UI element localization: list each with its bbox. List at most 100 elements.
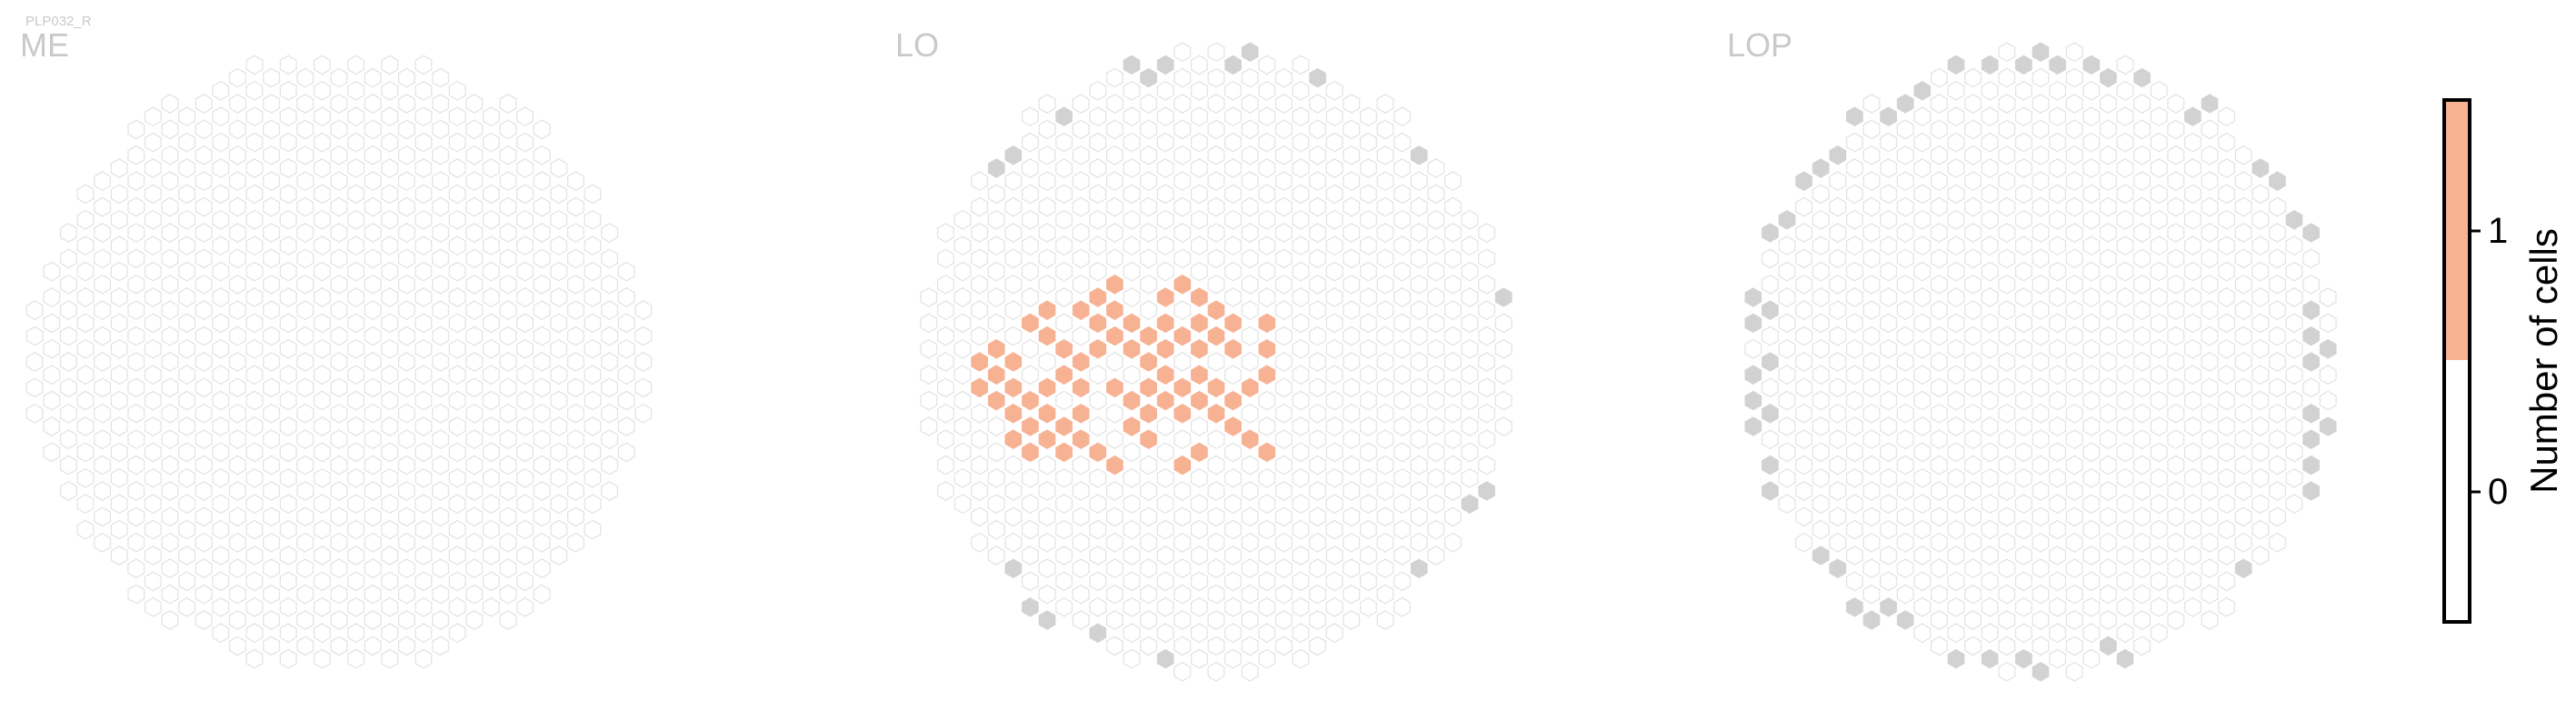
panel-me-hex-cell xyxy=(178,158,196,178)
panel-lop-hex-cell xyxy=(2150,235,2168,256)
panel-lo-hex-cell xyxy=(1427,546,1445,566)
panel-lo-value-1-cell xyxy=(1241,377,1259,398)
panel-lop-hex-cell xyxy=(1845,209,1863,230)
panel-me-hex-cell xyxy=(448,158,466,178)
panel-lo-edge-cell xyxy=(1038,610,1056,630)
panel-me-hex-cell xyxy=(414,416,433,436)
panel-lop-hex-cell xyxy=(1778,365,1796,386)
panel-me-hex-cell xyxy=(414,571,433,592)
panel-lo-hex-cell xyxy=(1410,532,1428,553)
panel-lo-hex-cell xyxy=(1055,287,1073,307)
panel-lo-hex-cell xyxy=(1376,300,1394,321)
panel-me-hex-cell xyxy=(347,184,365,205)
panel-me-hex-cell xyxy=(566,274,584,295)
panel-me-hex-cell xyxy=(195,610,213,630)
panel-lop-hex-cell xyxy=(2234,274,2252,295)
panel-lop-hex-cell xyxy=(1795,403,1813,424)
panel-lop-hex-cell xyxy=(2014,546,2032,566)
panel-lo-hex-cell xyxy=(1461,261,1479,282)
panel-lo-hex-cell xyxy=(1343,325,1361,346)
panel-me-hex-cell xyxy=(482,390,500,411)
panel-lop-hex-cell xyxy=(2049,519,2067,540)
panel-me-hex-cell xyxy=(381,338,399,359)
panel-lo-hex-cell xyxy=(1224,519,1243,540)
panel-lop-hex-cell xyxy=(1880,467,1898,488)
panel-lop-hex-cell xyxy=(1998,636,2016,656)
panel-lo-value-1-cell xyxy=(1089,442,1107,463)
panel-me-hex-cell xyxy=(381,55,399,75)
panel-lo-hex-cell xyxy=(971,403,989,424)
panel-lop-hex-cell xyxy=(2183,390,2202,411)
panel-lo-value-1-cell xyxy=(1224,390,1242,411)
panel-me-hex-cell xyxy=(533,171,551,192)
panel-me-hex-cell xyxy=(364,352,382,372)
panel-lo-hex-cell xyxy=(987,184,1005,205)
panel-me-hex-cell xyxy=(364,506,382,527)
panel-lop-hex-cell xyxy=(1947,546,1965,566)
panel-lop-hex-cell xyxy=(2049,313,2067,334)
panel-me-hex-cell xyxy=(330,532,348,553)
panel-lop-hex-cell xyxy=(1964,300,1982,321)
panel-lop-edge-cell xyxy=(1812,158,1830,178)
panel-me-hex-cell xyxy=(364,67,382,88)
panel-lop-hex-cell xyxy=(2268,403,2286,424)
panel-lop-edge-cell xyxy=(2302,325,2320,346)
panel-lop-hex-cell xyxy=(2065,532,2083,553)
panel-me-hex-cell xyxy=(634,377,653,398)
panel-me-hex-cell xyxy=(263,196,281,217)
panel-lop-hex-cell xyxy=(2032,506,2050,527)
panel-me-hex-cell xyxy=(43,338,61,359)
panel-lo-value-1-cell xyxy=(1258,313,1276,334)
panel-lo-hex-cell xyxy=(1309,584,1327,605)
panel-lop-hex-cell xyxy=(2268,352,2286,372)
panel-lop-hex-cell xyxy=(2099,352,2117,372)
panel-lo-hex-cell xyxy=(936,429,954,450)
panel-lop-hex-cell xyxy=(1981,80,1999,101)
panel-me-hex-cell xyxy=(347,365,365,386)
panel-me-hex-cell xyxy=(601,377,619,398)
panel-lo-hex-cell xyxy=(1258,235,1276,256)
panel-lop-hex-cell xyxy=(2183,519,2202,540)
panel-lo-hex-cell xyxy=(1207,119,1225,140)
panel-lop-edge-cell xyxy=(1744,313,1762,334)
panel-me-hex-cell xyxy=(448,519,466,540)
panel-lop-hex-grid xyxy=(1744,42,2337,682)
panel-lo-value-1-cell xyxy=(1004,429,1023,449)
panel-lop-hex-cell xyxy=(1964,119,1982,140)
panel-me-hex-cell xyxy=(263,455,281,476)
panel-lo-hex-cell xyxy=(1292,80,1310,101)
panel-lop-hex-cell xyxy=(1812,338,1830,359)
panel-me-hex-cell xyxy=(263,377,281,398)
panel-me-hex-cell xyxy=(279,546,297,566)
panel-me-hex-cell xyxy=(397,429,415,450)
panel-lo-hex-cell xyxy=(1190,648,1208,669)
panel-lo-hex-cell xyxy=(1309,145,1327,165)
panel-lo-hex-cell xyxy=(1021,494,1039,515)
panel-me-hex-cell xyxy=(161,352,179,372)
panel-lo-hex-cell xyxy=(1004,481,1023,501)
panel-lo-hex-cell xyxy=(1427,390,1445,411)
panel-me-hex-cell xyxy=(195,171,213,192)
panel-lop-hex-cell xyxy=(2065,661,2083,682)
panel-me-hex-cell xyxy=(465,377,484,398)
panel-me-hex-cell xyxy=(296,67,315,88)
panel-lo-hex-cell xyxy=(1004,196,1023,217)
panel-lop-hex-cell xyxy=(2014,158,2032,178)
panel-lo-edge-cell xyxy=(1224,55,1242,75)
panel-lo-hex-cell xyxy=(1325,390,1343,411)
panel-me-hex-cell xyxy=(228,558,246,579)
panel-me-hex-cell xyxy=(499,481,517,501)
panel-me-hex-cell xyxy=(584,235,602,256)
panel-lo-hex-cell xyxy=(1089,184,1107,205)
panel-lo-edge-cell xyxy=(1156,55,1174,75)
panel-me-hex-cell xyxy=(161,377,179,398)
panel-me-hex-cell xyxy=(161,119,179,140)
panel-me-hex-cell xyxy=(482,571,500,592)
panel-me-hex-cell xyxy=(228,325,246,346)
panel-lop-hex-cell xyxy=(1812,442,1830,463)
panel-lop-hex-cell xyxy=(1930,196,1948,217)
panel-lop-hex-cell xyxy=(1930,325,1948,346)
panel-me-hex-cell xyxy=(296,481,315,501)
panel-me-hex-cell xyxy=(263,610,281,630)
panel-me-hex-cell xyxy=(263,429,281,450)
